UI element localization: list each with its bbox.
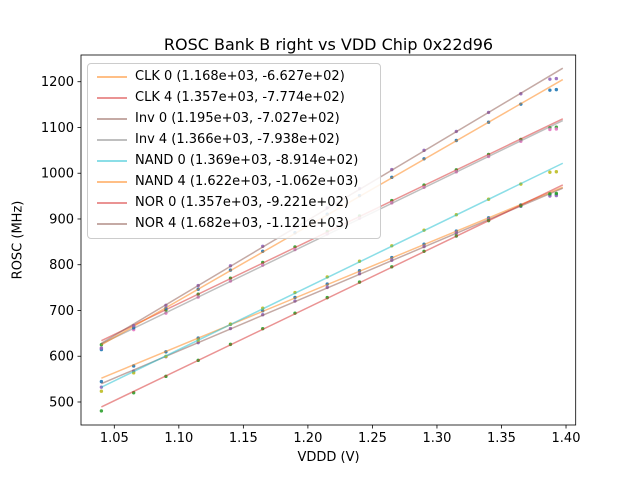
legend-label: Inv 4 (1.366e+03, -7.938e+02) <box>135 132 340 147</box>
legend-item: NOR 4 (1.682e+03, -1.121e+03) <box>88 213 380 234</box>
legend-label: CLK 4 (1.357e+03, -7.774e+02) <box>135 90 345 105</box>
legend-item: CLK 4 (1.357e+03, -7.774e+02) <box>88 87 380 108</box>
data-point <box>548 127 552 132</box>
data-point <box>548 192 552 196</box>
legend-line-swatch <box>97 159 127 162</box>
y-tick-label: 500 <box>49 395 74 410</box>
axes-frame <box>80 54 577 426</box>
data-point <box>554 87 559 92</box>
x-tick-label: 1.20 <box>293 431 322 446</box>
legend-label: Inv 0 (1.195e+03, -7.027e+02) <box>135 111 340 126</box>
legend-label: NOR 4 (1.682e+03, -1.121e+03) <box>135 216 349 231</box>
y-tick-label: 1200 <box>41 75 74 90</box>
legend-item: NAND 4 (1.622e+03, -1.062e+03) <box>88 171 380 192</box>
x-tick-label: 1.10 <box>164 431 193 446</box>
legend-label: NOR 0 (1.357e+03, -9.221e+02) <box>135 195 349 210</box>
legend-label: NAND 0 (1.369e+03, -8.914e+02) <box>135 153 359 168</box>
data-point <box>99 389 104 393</box>
fit-line <box>101 162 564 388</box>
data-point <box>548 170 552 174</box>
data-point <box>548 88 552 92</box>
y-tick-label: 1000 <box>41 167 74 182</box>
legend-box: CLK 0 (1.168e+03, -6.627e+02) CLK 4 (1.35… <box>87 63 381 239</box>
y-tick-label: 600 <box>49 350 74 365</box>
y-tick-label: 700 <box>49 304 74 319</box>
data-point <box>99 346 104 350</box>
y-tick-label: 1100 <box>41 121 74 136</box>
y-axis-label: ROSC (MHz) <box>10 200 26 280</box>
x-tick-label: 1.05 <box>100 431 129 446</box>
data-point <box>99 409 104 413</box>
data-point <box>554 76 559 81</box>
data-point <box>548 77 552 81</box>
chart-title: ROSC Bank B right vs VDD Chip 0x22d96 <box>163 35 494 54</box>
legend-line-swatch <box>97 117 127 120</box>
legend-label: NAND 4 (1.622e+03, -1.062e+03) <box>135 174 359 189</box>
x-axis-label: VDDD (V) <box>297 450 360 465</box>
data-point <box>554 191 559 196</box>
x-tick-label: 1.35 <box>487 431 516 446</box>
legend-item: Inv 4 (1.366e+03, -7.938e+02) <box>88 129 380 150</box>
legend-item: NOR 0 (1.357e+03, -9.221e+02) <box>88 192 380 213</box>
series-nor-0 <box>99 184 564 413</box>
y-tick-label: 800 <box>49 258 74 273</box>
data-point <box>554 127 559 131</box>
legend-item: Inv 0 (1.195e+03, -7.027e+02) <box>88 108 380 129</box>
legend-item: CLK 0 (1.168e+03, -6.627e+02) <box>88 66 380 87</box>
legend-line-swatch <box>97 180 127 183</box>
series-nand-0 <box>99 162 564 393</box>
fit-line <box>101 187 564 385</box>
fit-line <box>101 186 564 379</box>
x-tick-label: 1.15 <box>229 431 258 446</box>
x-tick-label: 1.40 <box>552 431 581 446</box>
legend-line-swatch <box>97 138 127 141</box>
legend-label: CLK 0 (1.168e+03, -6.627e+02) <box>135 69 345 84</box>
legend-line-swatch <box>97 222 127 225</box>
x-tick-label: 1.30 <box>422 431 451 446</box>
legend-item: NAND 0 (1.369e+03, -8.914e+02) <box>88 150 380 171</box>
y-tick-label: 900 <box>49 212 74 227</box>
legend-line-swatch <box>97 96 127 99</box>
data-point <box>554 170 559 174</box>
fit-line <box>101 184 564 408</box>
x-tick-label: 1.25 <box>358 431 387 446</box>
legend-line-swatch <box>97 75 127 78</box>
legend-line-swatch <box>97 201 127 204</box>
